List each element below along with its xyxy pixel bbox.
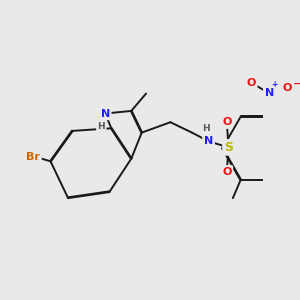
Text: O: O [222,167,232,177]
Text: H: H [98,122,105,131]
Text: N: N [265,88,274,98]
Text: Br: Br [26,152,40,162]
Text: −: − [293,79,300,89]
Text: O: O [283,83,292,93]
Text: +: + [271,80,277,88]
Text: N: N [204,136,213,146]
Text: S: S [224,141,233,154]
Text: N: N [100,109,110,118]
Text: O: O [246,78,256,88]
Text: H: H [202,124,210,133]
Text: O: O [222,117,232,127]
